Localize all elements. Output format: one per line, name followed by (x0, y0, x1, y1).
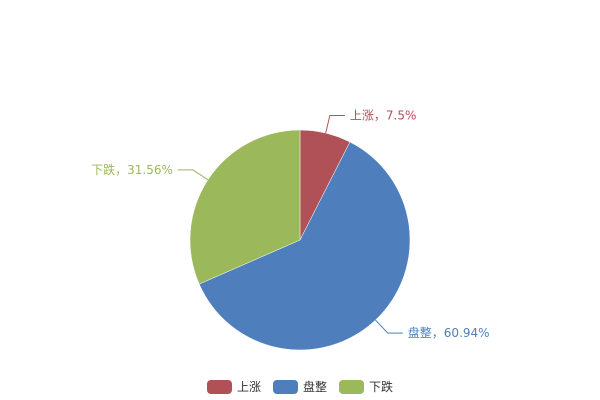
legend-item-up[interactable]: 上涨 (206, 378, 261, 395)
pie-slice[interactable] (189, 129, 301, 285)
label-line (177, 169, 209, 181)
data-label: 上涨，7.5% (350, 108, 417, 123)
label-line (325, 115, 345, 134)
legend-swatch (206, 379, 232, 394)
label-line (375, 319, 403, 334)
legend-item-down[interactable]: 下跌 (339, 378, 393, 395)
data-label: 下跌，31.56% (91, 162, 173, 177)
legend-label: 盘整 (302, 380, 327, 394)
legend-swatch (272, 379, 298, 394)
legend-label: 上涨 (236, 380, 261, 394)
legend-label: 下跌 (369, 380, 394, 394)
legend-swatch (339, 379, 364, 394)
legend-item-flat[interactable]: 盘整 (272, 378, 327, 395)
legend: 上涨 盘整 下跌 (0, 378, 600, 395)
pie-slice[interactable] (198, 141, 411, 351)
data-label: 盘整，60.94% (408, 325, 490, 340)
